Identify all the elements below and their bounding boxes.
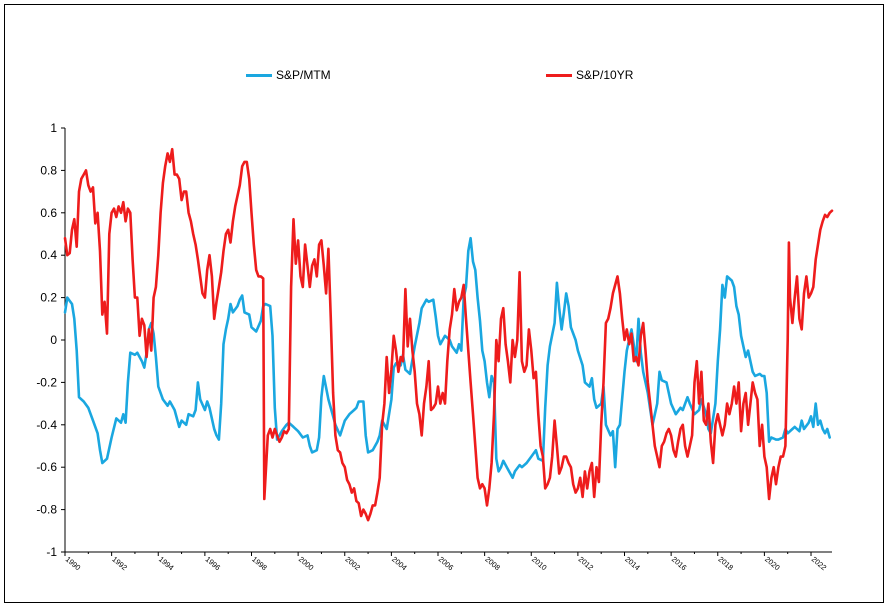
legend-swatch-sp-10yr [546,73,572,77]
x-tick-label: 1994 [157,555,176,573]
y-tick-label: 1 [50,121,57,135]
legend-item-sp-mtm: S&P/MTM [246,68,331,82]
y-tick-label: 0.2 [40,291,57,305]
x-tick-label: 1998 [250,555,269,573]
y-tick-label: 0 [50,333,57,347]
x-tick-label: 2000 [297,555,316,573]
legend-item-sp-10yr: S&P/10YR [546,68,633,82]
y-tick-label: -0.4 [36,418,57,432]
y-tick-label: -0.8 [36,503,57,517]
series-line-sp-10yr [63,147,834,522]
x-tick-label: 1992 [110,555,129,573]
x-tick-label: 2006 [437,555,456,573]
x-tick-label: 2018 [716,555,735,573]
legend-swatch-sp-mtm [246,73,272,77]
y-tick-label: -1 [46,545,57,559]
x-tick-label: 2022 [810,555,829,573]
y-tick-label: 0.6 [40,206,57,220]
legend-label-sp-10yr: S&P/10YR [576,68,634,82]
y-tick-label: -0.6 [36,460,57,474]
x-tick-label: 2020 [763,555,782,573]
y-tick-label: -0.2 [36,375,57,389]
x-tick-label: 1990 [64,555,83,573]
x-tick-label: 2002 [343,555,362,573]
y-tick-label: 0.4 [40,248,57,262]
x-tick-label: 2004 [390,555,409,573]
x-tick-label: 2016 [670,555,689,573]
x-tick-label: 1996 [204,555,223,573]
x-tick-label: 2012 [577,555,596,573]
x-tick-label: 2014 [623,555,642,573]
x-tick-label: 2010 [530,555,549,573]
legend-label-sp-mtm: S&P/MTM [276,68,331,82]
x-tick-label: 2008 [483,555,502,573]
y-tick-label: 0.8 [40,163,57,177]
